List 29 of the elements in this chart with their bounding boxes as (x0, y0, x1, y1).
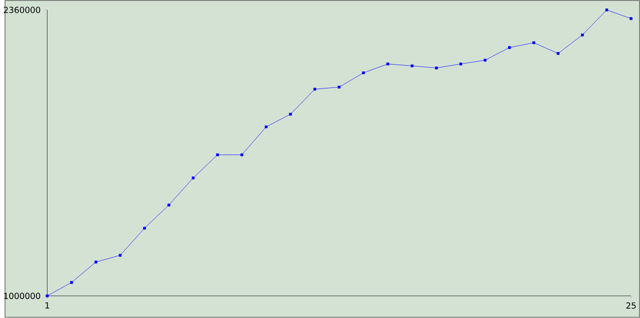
point (338, 86, 341, 89)
y-tick-label: 2360000 (4, 6, 40, 14)
point (143, 226, 146, 230)
point (313, 88, 316, 91)
point (216, 154, 219, 156)
y-tick-label: 1000000 (4, 292, 40, 300)
point (484, 58, 486, 62)
point (532, 41, 536, 44)
point (410, 64, 414, 68)
point (289, 112, 292, 116)
point (556, 52, 560, 55)
point (167, 204, 170, 207)
x-tick-label: 1 (45, 302, 50, 309)
point (386, 62, 390, 66)
point (581, 34, 584, 36)
point (70, 281, 73, 284)
point (264, 126, 268, 128)
x-tick-label: 25 (626, 302, 636, 309)
point (508, 46, 511, 50)
point (118, 254, 122, 257)
point (435, 66, 438, 70)
point (630, 17, 632, 20)
point (362, 72, 365, 74)
point (94, 260, 98, 264)
point (192, 176, 195, 180)
point (605, 8, 608, 12)
point (46, 294, 49, 298)
point (459, 62, 462, 66)
point (240, 154, 244, 156)
